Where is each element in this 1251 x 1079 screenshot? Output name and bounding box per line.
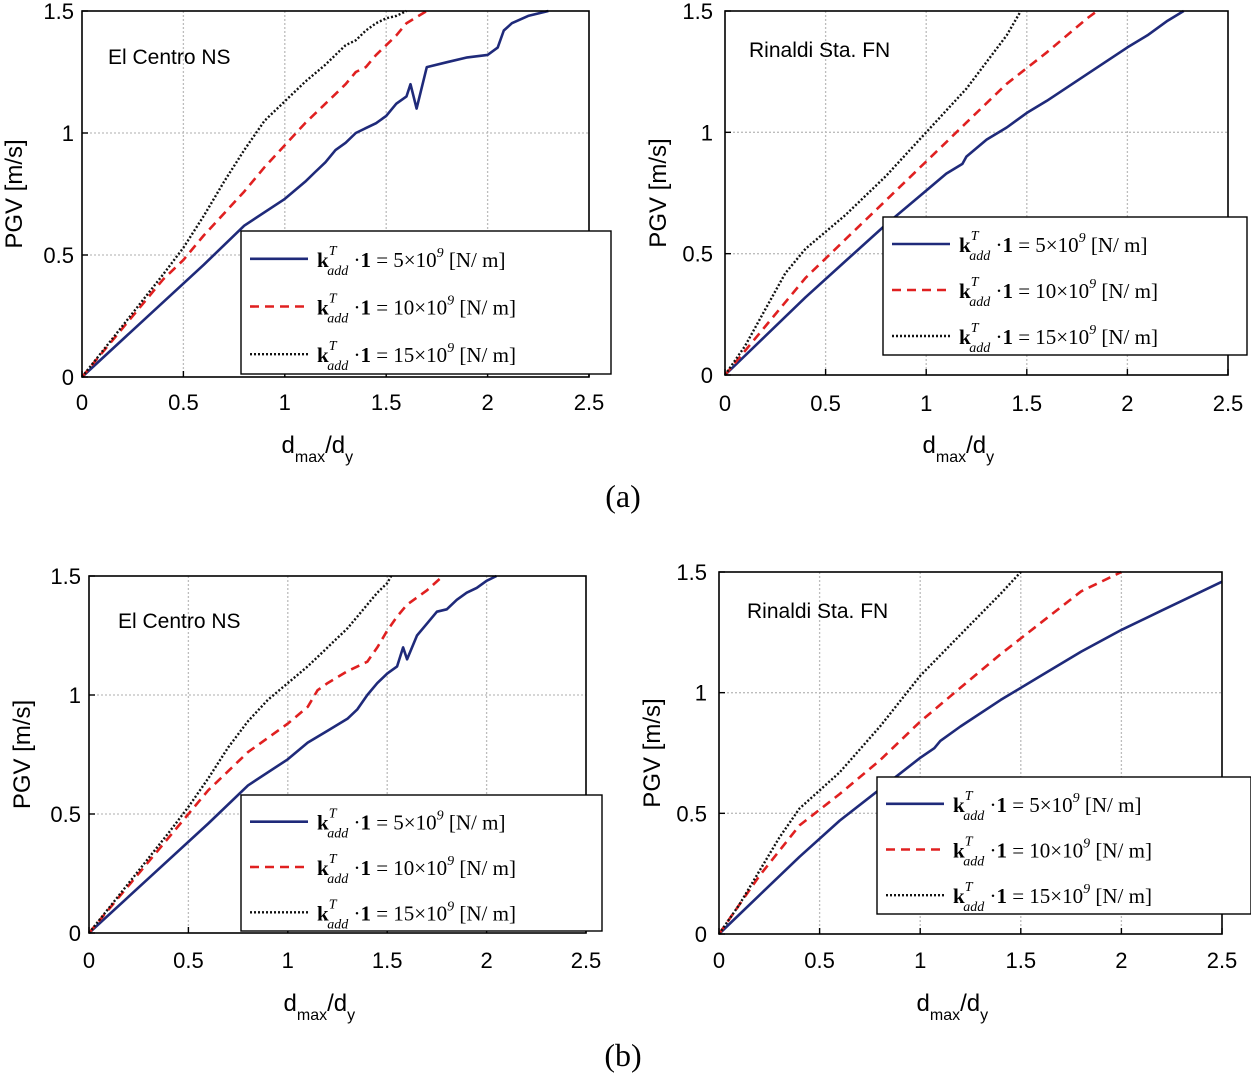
axis-frame [718,571,1223,935]
legend-label-3: kT add ·1 = 15×109 [N/ m] [959,321,1158,356]
legend-label-3: kT add ·1 = 15×109 [N/ m] [317,897,516,932]
plot-title: Rinaldi Sta. FN [747,600,888,623]
legend-box [876,776,1251,915]
x-tick-label: 1.5 [372,948,403,973]
legend-box [240,230,612,375]
legend-label-1: kT add ·1 = 5×109 [N/ m] [953,789,1141,824]
series-line-3 [81,9,408,378]
y-tick-label: 0.5 [50,802,81,827]
legend-label-1: kT add ·1 = 5×109 [N/ m] [959,229,1147,264]
x-tick-label: 1.5 [1006,948,1037,973]
series-line-3 [718,571,1022,935]
y-tick-label: 0 [62,365,74,390]
y-tick-label: 0 [69,921,81,946]
legend-box [240,794,603,932]
x-tick-label: 2 [1115,948,1127,973]
y-tick-label: 1 [62,121,74,146]
x-tick-label: 2.5 [1207,948,1238,973]
legend-label-2: kT add ·1 = 10×109 [N/ m] [317,852,516,887]
x-tick-label: 1 [914,948,926,973]
x-tick-label: 1 [282,948,294,973]
x-tick-label: 2.5 [1213,391,1244,416]
legend-label-2: kT add ·1 = 10×109 [N/ m] [953,835,1152,870]
series-line-1 [718,580,1223,935]
y-tick-label: 1 [701,120,713,145]
series-line-2 [723,9,1098,376]
legend-label-2: kT add ·1 = 10×109 [N/ m] [959,275,1158,310]
x-tick-label: 0 [83,948,95,973]
x-tick-label: 0 [76,390,88,415]
legend-label-1: kT add ·1 = 5×109 [N/ m] [317,244,505,279]
series-line-2 [717,570,1122,935]
grid [725,11,1228,375]
series-line-2 [81,9,428,378]
x-tick-label: 1 [920,391,932,416]
y-tick-label: 1.5 [676,560,707,585]
chart-panel-b-left: 0 0.5 1 1.5 2 2.5 0 0.5 1 1.5 El Centro NS PGV [m/s… [9,564,603,1024]
legend: kT add ·1 = 5×109 [N/ m] kT add ·1 = 10×109… [876,776,1251,915]
plot-title: El Centro NS [108,46,231,69]
legend-label-3: kT add ·1 = 15×109 [N/ m] [953,880,1152,915]
y-tick-label: 1 [695,681,707,706]
legend-label-3: kT add ·1 = 15×109 [N/ m] [317,339,516,374]
y-axis-label: PGV [m/s] [639,698,666,807]
x-tick-label: 1.5 [371,390,402,415]
series-line-1 [88,574,498,934]
axis-frame [724,10,1229,376]
legend-label-1: kT add ·1 = 5×109 [N/ m] [317,807,505,842]
y-axis-label: PGV [m/s] [1,139,28,248]
axis-frame [81,10,590,378]
charts-container: 0 0.5 1 1.5 2 2.5 0 0.5 1 1.5 El Centro NS PGV [m/s… [1,0,1251,1024]
x-tick-label: 2 [481,390,493,415]
x-tick-label: 0.5 [168,390,199,415]
series-line-1 [81,9,549,378]
y-tick-label: 0.5 [43,243,74,268]
chart-panel-b-right: 0 0.5 1 1.5 2 2.5 0 0.5 1 1.5 Rinaldi Sta. FN PGV [… [639,560,1251,1024]
x-tick-label: 2 [1121,391,1133,416]
x-axis-label: dmax/dy [282,432,354,466]
x-axis-label: dmax/dy [923,432,995,466]
y-tick-label: 1.5 [50,564,81,589]
caption-a: (a) [605,478,641,514]
legend: kT add ·1 = 5×109 [N/ m] kT add ·1 = 10×109… [240,794,603,932]
x-tick-label: 0.5 [810,391,841,416]
caption-b: (b) [604,1037,641,1073]
x-tick-label: 1 [279,390,291,415]
y-axis-label: PGV [m/s] [645,138,672,247]
axis-frame [88,575,587,934]
legend-box [882,216,1248,356]
legend-label-2: kT add ·1 = 10×109 [N/ m] [317,292,516,327]
plot-title: Rinaldi Sta. FN [749,39,890,62]
y-tick-label: 1 [69,683,81,708]
x-tick-label: 2.5 [571,948,602,973]
x-tick-label: 0.5 [173,948,204,973]
x-tick-label: 0.5 [804,948,835,973]
y-tick-label: 0.5 [682,242,713,267]
y-tick-label: 1.5 [43,0,74,24]
legend: kT add ·1 = 5×109 [N/ m] kT add ·1 = 10×109… [240,230,612,375]
legend: kT add ·1 = 5×109 [N/ m] kT add ·1 = 10×109… [882,216,1248,356]
series-line-3 [88,575,393,934]
x-tick-label: 2 [480,948,492,973]
chart-panel-a-left: 0 0.5 1 1.5 2 2.5 0 0.5 1 1.5 El Centro NS PGV [m/s… [1,0,612,466]
y-tick-label: 0 [701,363,713,388]
chart-panel-a-right: 0 0.5 1 1.5 2 2.5 0 0.5 1 1.5 Rinaldi Sta. FN PGV [… [645,0,1248,466]
y-tick-label: 1.5 [682,0,713,24]
x-axis-label: dmax/dy [917,990,989,1024]
series-line-1 [724,9,1185,376]
x-tick-label: 2.5 [574,390,605,415]
y-tick-label: 0 [695,922,707,947]
x-tick-label: 1.5 [1012,391,1043,416]
x-tick-label: 0 [719,391,731,416]
x-axis-label: dmax/dy [284,990,356,1024]
plot-title: El Centro NS [118,610,241,633]
y-axis-label: PGV [m/s] [9,700,36,809]
x-tick-label: 0 [713,948,725,973]
y-tick-label: 0.5 [676,801,707,826]
